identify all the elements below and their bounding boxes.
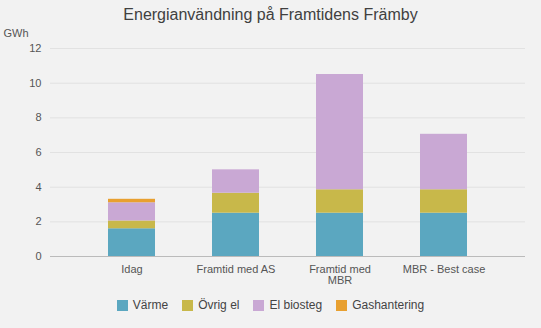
- svg-text:4: 4: [35, 181, 41, 193]
- svg-text:2: 2: [35, 215, 41, 227]
- svg-text:10: 10: [29, 77, 41, 89]
- svg-text:MBR - Best case: MBR - Best case: [403, 263, 486, 275]
- html-text:Värme: Värme: [132, 298, 169, 312]
- svg-text:Framtid med AS: Framtid med AS: [197, 263, 276, 275]
- svg-text:Framtid medMBR: Framtid medMBR: [309, 263, 371, 286]
- svg-text:12: 12: [29, 42, 41, 54]
- svg-text:Idag: Idag: [121, 263, 142, 275]
- svg-text:GWh: GWh: [4, 27, 29, 39]
- html-text:Gashantering: Gashantering: [352, 298, 425, 312]
- svg-text:8: 8: [35, 111, 41, 123]
- html-text:Energianvändning på Framtidens: Energianvändning på Framtidens Främby: [123, 6, 418, 23]
- svg-text:6: 6: [35, 146, 41, 158]
- html-text:Övrig el: Övrig el: [198, 298, 240, 312]
- html-text:El biosteg: El biosteg: [269, 298, 323, 312]
- svg-text:0: 0: [35, 250, 41, 262]
